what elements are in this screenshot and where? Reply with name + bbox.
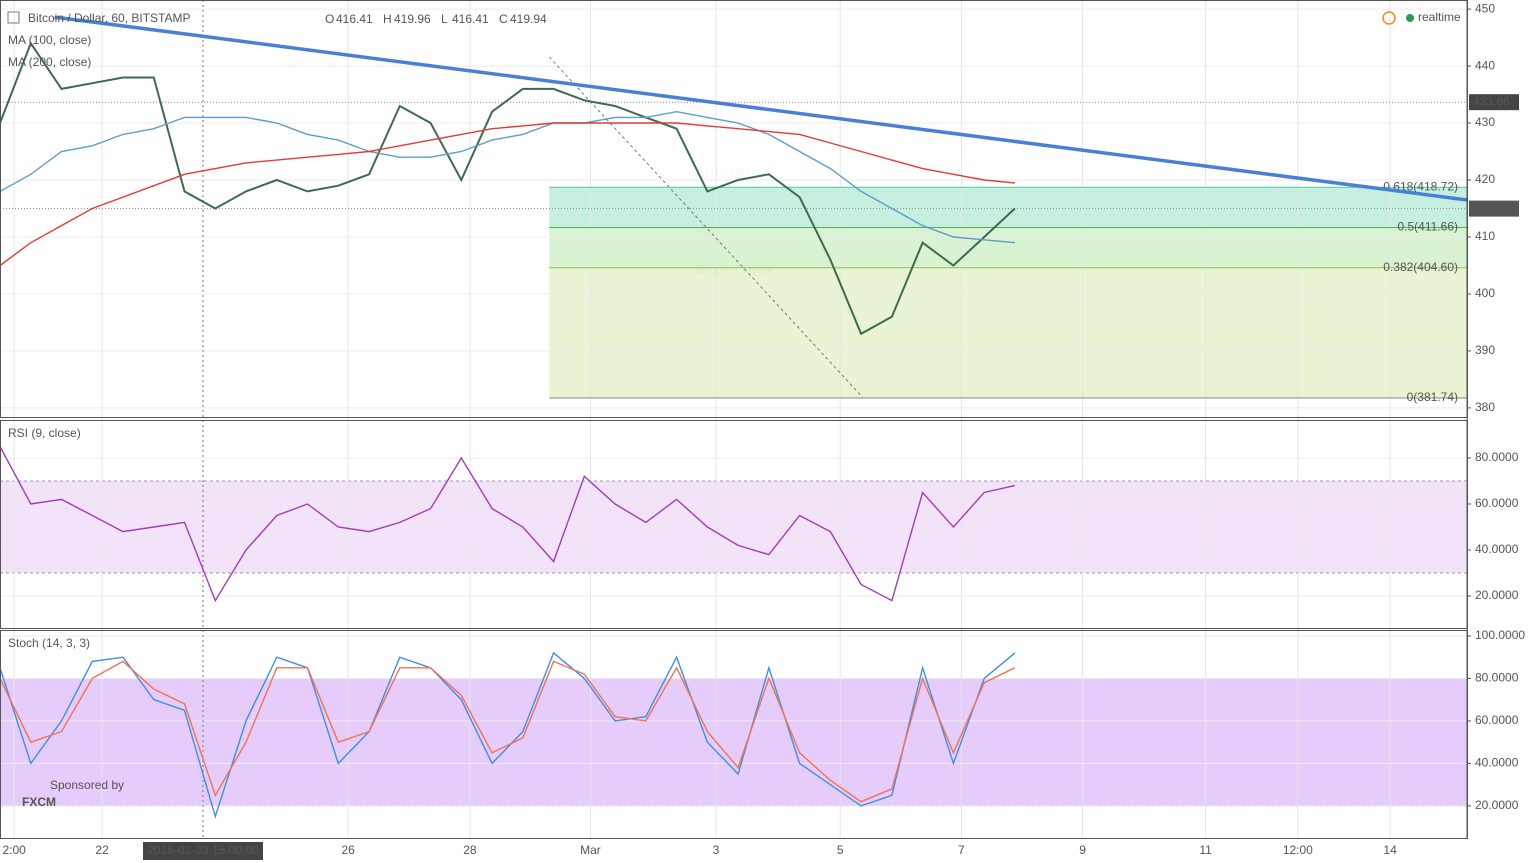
fib-label: 0.382(404.60) — [1383, 260, 1458, 274]
y-tick-label: 60.0000 — [1475, 713, 1519, 727]
fib-label: 0.5(411.66) — [1398, 220, 1459, 234]
x-tick-label: 22 — [95, 843, 109, 857]
y-tick-label: 430 — [1475, 115, 1495, 129]
watermark: BTCUSD, 60 — [700, 167, 770, 181]
alert-icon — [1382, 11, 1396, 25]
y-tick-label: 60.0000 — [1475, 496, 1519, 510]
series-line — [0, 41, 1016, 336]
series-line — [0, 122, 1015, 267]
x-tick-label: 9 — [1079, 843, 1086, 857]
y-tick-label: 400 — [1475, 286, 1495, 300]
x-tick-label: 2:00 — [2, 843, 26, 857]
fib-zone — [549, 187, 1467, 228]
x-tick-label: 28 — [463, 843, 477, 857]
fib-zone — [549, 227, 1467, 268]
y-tick-label: 440 — [1475, 58, 1495, 72]
price-tag-label: 433.66 — [1473, 94, 1510, 108]
panel-title: RSI (9, close) — [8, 426, 81, 440]
crosshair-tag — [142, 842, 263, 860]
ohlc-value: 419.94 — [510, 12, 547, 26]
sponsor-logo: FXCM — [22, 795, 56, 809]
crosshair-label: 2016-02-23 15:00:00 — [147, 843, 259, 857]
trendline — [54, 15, 1468, 202]
price-tag — [1469, 200, 1519, 217]
x-tick-label: 26 — [341, 843, 355, 857]
x-tick-label: 5 — [837, 843, 844, 857]
y-tick-label: 380 — [1475, 400, 1495, 414]
ohlc-value: 416.41 — [452, 12, 489, 26]
y-tick-label: 100.0000 — [1475, 628, 1525, 642]
x-tick-label: 3 — [713, 843, 720, 857]
panel-title: Stoch (14, 3, 3) — [8, 636, 90, 650]
y-tick-label: 20.0000 — [1475, 798, 1519, 812]
y-tick-label: 420 — [1475, 172, 1495, 186]
watermark: Bitcoin / Dollar — [696, 262, 773, 276]
band — [0, 480, 1467, 574]
series-line — [0, 660, 1016, 803]
status-dot — [1406, 14, 1414, 22]
chart-title: Bitcoin / Dollar, 60, BITSTAMP — [28, 11, 191, 25]
y-tick-label: 40.0000 — [1475, 756, 1519, 770]
legend-entry: MA (200, close) — [8, 55, 91, 69]
legend-entry: MA (100, close) — [8, 33, 91, 47]
collapse-icon — [7, 11, 20, 24]
ohlc-name: H — [383, 12, 392, 26]
fib-label: 0(381.74) — [1407, 390, 1458, 404]
y-tick-label: 80.0000 — [1475, 671, 1519, 685]
price-tag-label: 414.98 — [1473, 201, 1510, 215]
diagonal — [548, 56, 863, 398]
sponsor-line: Sponsored by — [50, 778, 124, 792]
band — [0, 678, 1467, 806]
y-tick-label: 450 — [1475, 1, 1495, 15]
x-tick-label: 7 — [958, 843, 965, 857]
series-line — [0, 446, 1016, 603]
ohlc-name: O — [325, 12, 334, 26]
status: realtime — [1418, 10, 1461, 24]
fib-zone — [549, 267, 1467, 398]
y-tick-label: 410 — [1475, 229, 1495, 243]
x-tick-label: Mar — [580, 843, 601, 857]
x-tick-label: 12:00 — [1283, 843, 1313, 857]
y-tick-label: 40.0000 — [1475, 542, 1519, 556]
ohlc-name: C — [499, 12, 508, 26]
ohlc-value: 419.96 — [394, 12, 431, 26]
price-tag — [1469, 94, 1519, 111]
series-line — [0, 651, 1016, 819]
y-tick-label: 80.0000 — [1475, 450, 1519, 464]
ohlc-value: 416.41 — [336, 12, 373, 26]
series-line — [0, 110, 1015, 244]
ohlc-name: L — [441, 12, 448, 26]
y-tick-label: 20.0000 — [1475, 588, 1519, 602]
x-tick-label: 14 — [1383, 843, 1397, 857]
y-tick-label: 390 — [1475, 343, 1495, 357]
x-tick-label: 11 — [1199, 843, 1212, 857]
